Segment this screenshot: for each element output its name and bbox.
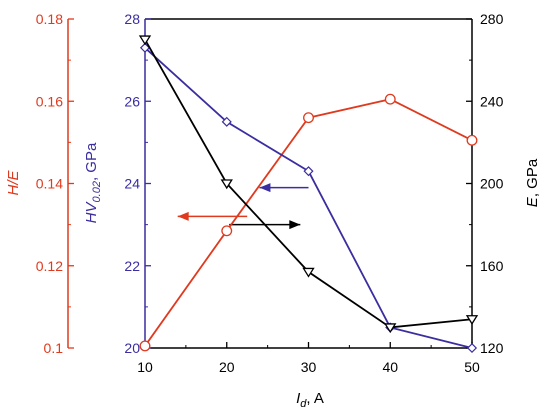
data-point-e	[384, 323, 397, 334]
x-axis-title: Id, A	[296, 390, 324, 410]
annotation-arrow-head	[259, 183, 271, 193]
data-point-h_e	[221, 225, 233, 237]
data-point-hv	[466, 342, 478, 354]
annotations	[177, 183, 309, 230]
x-tick-label: 10	[137, 359, 153, 375]
e-tick-label: 160	[480, 258, 504, 274]
x-axis-title-sub: d	[300, 398, 307, 410]
e-axis-title: E, GPa	[524, 158, 541, 207]
annotation-arrow-head	[289, 220, 301, 230]
hv-tick-label: 20	[124, 340, 140, 356]
x-tick-label: 30	[301, 359, 317, 375]
e-axis-title-unit: , GPa	[524, 158, 541, 197]
data-point-e	[302, 267, 315, 278]
hv-axis-title-main: HV	[83, 200, 100, 223]
e-tick-label: 120	[480, 340, 504, 356]
data-point-h_e	[384, 93, 396, 105]
h_e-tick-label: 0.16	[36, 93, 63, 109]
data-point-e	[220, 179, 233, 190]
series-line-e	[144, 39, 473, 329]
hv-axis-title: HV0.02, GPa	[83, 142, 103, 223]
plot-frame	[145, 18, 472, 349]
h_e-tick-label: 0.1	[44, 340, 64, 356]
h_e-tick-label: 0.12	[36, 258, 63, 274]
x-axis: 10 20 30 40 50	[137, 342, 480, 375]
data-point-hv	[139, 42, 151, 53]
hv-axis-title-unit: , GPa	[83, 142, 100, 181]
series-layer	[138, 35, 479, 354]
h-e-axis: 0.1 0.12 0.14 0.16 0.18	[36, 11, 74, 356]
series-line-hv	[144, 47, 473, 349]
h_e-tick-label: 0.18	[36, 11, 63, 27]
annotation-arrow-head	[177, 211, 189, 221]
data-point-h_e	[303, 112, 314, 124]
data-point-h_e	[139, 340, 151, 352]
hv-axis-title-sub: 0.02	[91, 181, 103, 202]
e-tick-label: 280	[480, 11, 504, 27]
hv-tick-label: 22	[124, 258, 140, 274]
hv-axis: 20 22 24 26 28	[124, 11, 151, 356]
h-e-axis-title: H/E	[5, 170, 22, 196]
e-tick-label: 240	[480, 93, 504, 109]
hv-tick-label: 24	[124, 176, 140, 192]
e-tick-label: 200	[480, 176, 504, 192]
e-axis-title-main: E	[524, 196, 541, 207]
data-point-hv	[221, 116, 232, 127]
hv-tick-label: 26	[124, 93, 140, 109]
hv-tick-label: 28	[124, 11, 140, 27]
e-axis: 120 160 200 240 280	[466, 11, 504, 356]
series-line-h_e	[144, 98, 473, 347]
data-point-hv	[303, 166, 314, 177]
h_e-tick-label: 0.14	[36, 176, 63, 192]
x-axis-title-unit: , A	[306, 390, 324, 407]
data-point-h_e	[466, 134, 478, 146]
x-tick-label: 40	[382, 359, 398, 375]
data-point-e	[465, 315, 479, 325]
x-tick-label: 50	[464, 359, 480, 375]
x-tick-label: 20	[219, 359, 235, 375]
data-point-e	[138, 35, 152, 46]
x-axis-title-main: I	[296, 390, 300, 407]
